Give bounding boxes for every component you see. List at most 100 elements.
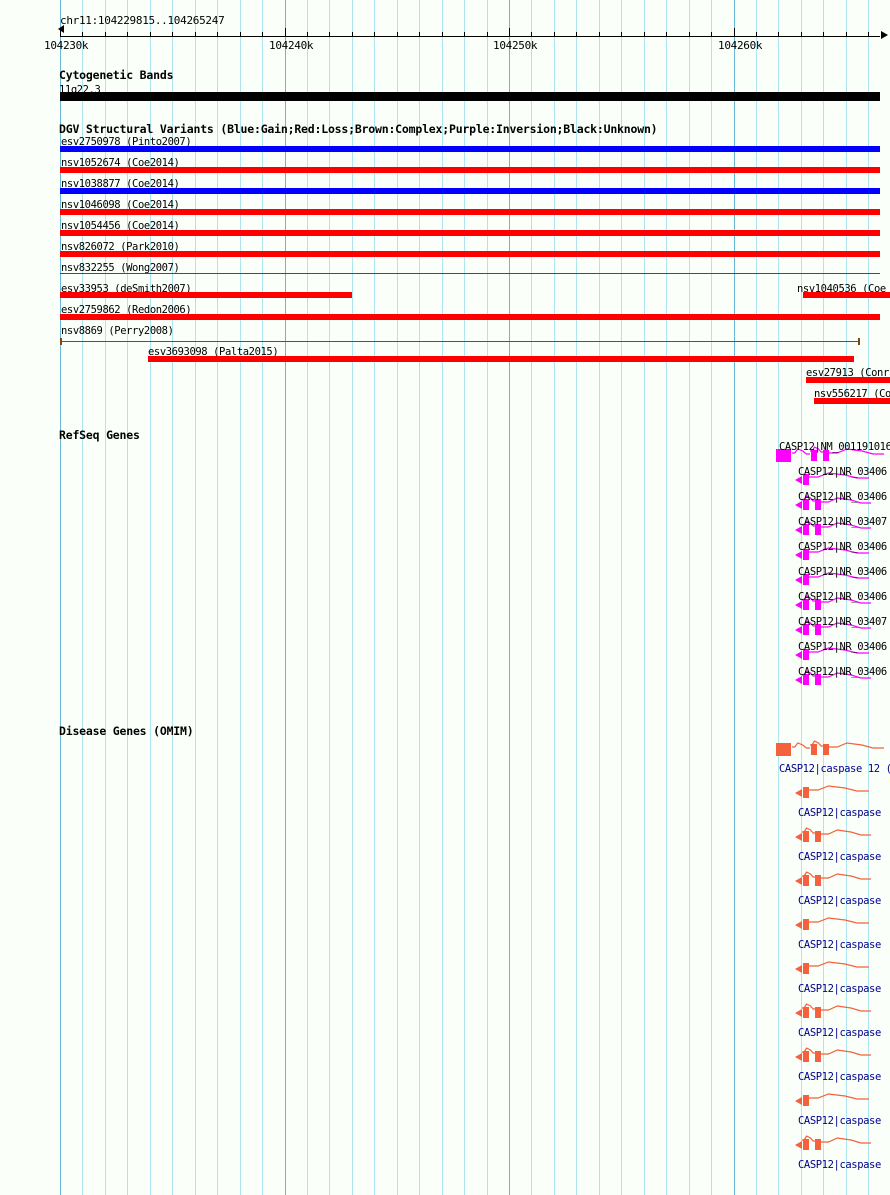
refseq-gene-intron [802, 520, 816, 527]
refseq-gene-strand-arrow-icon [795, 501, 802, 509]
omim-gene-intron [802, 1047, 816, 1054]
gridline-minor [711, 0, 712, 1195]
gridline-minor [801, 0, 802, 1195]
dgv-variant-bar[interactable] [803, 292, 890, 298]
refseq-gene-label: CASP12|NR_03406 [798, 566, 887, 578]
ruler-tick-major [285, 28, 286, 37]
dgv-variant-bar[interactable] [806, 377, 890, 383]
gridline-major [60, 0, 61, 1195]
ruler-tick-minor [576, 32, 577, 37]
dgv-variant-label: esv27913 (Conr [806, 367, 889, 379]
omim-gene-intron [809, 917, 869, 924]
dgv-variant-label: nsv556217 (Co [814, 388, 890, 400]
omim-gene-strand-arrow-icon [795, 921, 802, 929]
ruler-tick-minor [487, 32, 488, 37]
dgv-variant-label: nsv1038877 (Coe2014) [61, 178, 180, 190]
omim-gene-strand-arrow-icon [795, 1141, 802, 1149]
refseq-gene-intron [829, 448, 884, 455]
ruler-tick-minor [778, 32, 779, 37]
dgv-variant-bar[interactable] [148, 356, 854, 362]
ruler-tick-minor [554, 32, 555, 37]
gridline-minor [329, 0, 330, 1195]
dgv-variant-bar[interactable] [60, 230, 880, 236]
omim-gene-exon [803, 1007, 809, 1018]
dgv-variant-bar[interactable] [60, 251, 880, 257]
dgv-variant-bar[interactable] [60, 188, 880, 194]
gridline-minor [172, 0, 173, 1195]
dgv-variant-label: nsv832255 (Wong2007) [61, 262, 180, 274]
dgv-variant-label: nsv1046098 (Coe2014) [61, 199, 180, 211]
omim-gene-label: CASP12|caspase [798, 807, 881, 819]
dgv-variant-bar[interactable] [60, 314, 880, 320]
refseq-gene-intron [810, 446, 824, 453]
refseq-gene-intron [802, 670, 816, 677]
omim-gene-intron [821, 1049, 871, 1056]
gridline-minor [150, 0, 151, 1195]
omim-gene-strand-arrow-icon [795, 877, 802, 885]
dgv-variant-bar[interactable] [814, 398, 890, 404]
refseq-gene-intron [802, 495, 816, 502]
refseq-gene-label: CASP12|NR_03407 [798, 516, 887, 528]
omim-gene-intron [809, 785, 869, 792]
ruler-tick-minor [464, 32, 465, 37]
cytoband-bar[interactable] [60, 92, 880, 101]
dgv-variant-label: esv3693098 (Palta2015) [148, 346, 279, 358]
dgv-variant-label: nsv1052674 (Coe2014) [61, 157, 180, 169]
gridline-minor [195, 0, 196, 1195]
gridline-minor [442, 0, 443, 1195]
dgv-variant-bar[interactable] [60, 273, 880, 274]
arrow-left-icon [58, 25, 64, 33]
ruler-tick-minor [846, 32, 847, 37]
refseq-gene-intron [792, 448, 810, 455]
omim-gene-strand-arrow-icon [795, 1009, 802, 1017]
ruler-tick-minor [262, 32, 263, 37]
refseq-gene-intron [809, 647, 869, 654]
dgv-variant-bar[interactable] [60, 292, 352, 298]
region-coordinate-label: chr11:104229815..104265247 [60, 14, 225, 27]
omim-gene-exon [815, 831, 821, 842]
refseq-gene-strand-arrow-icon [795, 651, 802, 659]
dgv-variant-bar[interactable] [60, 146, 880, 152]
refseq-gene-exon [803, 599, 809, 610]
omim-gene-intron [821, 1137, 871, 1144]
gridline-minor [127, 0, 128, 1195]
ruler-tick-minor [352, 32, 353, 37]
omim-gene-utr-exon [776, 743, 791, 756]
refseq-gene-exon [803, 549, 809, 560]
refseq-gene-strand-arrow-icon [795, 626, 802, 634]
omim-gene-exon [815, 875, 821, 886]
ruler-tick-major [734, 28, 735, 37]
omim-gene-exon [803, 963, 809, 974]
gridline-minor [307, 0, 308, 1195]
dgv-variant-bar[interactable] [60, 209, 880, 215]
dgv-variant-cap-right [858, 338, 860, 345]
refseq-gene-strand-arrow-icon [795, 601, 802, 609]
ruler-tick-minor [621, 32, 622, 37]
section-title-disease-genes-omim: Disease Genes (OMIM) [59, 724, 194, 738]
ruler-tick-minor [374, 32, 375, 37]
omim-gene-exon [815, 1007, 821, 1018]
refseq-gene-exon [811, 450, 817, 461]
refseq-gene-intron [809, 472, 869, 479]
omim-gene-exon [803, 787, 809, 798]
ruler-tick-minor [82, 32, 83, 37]
gridline-minor [374, 0, 375, 1195]
ruler-tick-minor [127, 32, 128, 37]
ruler-tick-minor [195, 32, 196, 37]
omim-gene-intron [821, 829, 871, 836]
omim-gene-exon [823, 744, 829, 755]
gridline-minor [487, 0, 488, 1195]
omim-gene-exon [803, 1095, 809, 1106]
dgv-variant-bar[interactable] [60, 341, 860, 342]
omim-gene-strand-arrow-icon [795, 789, 802, 797]
omim-gene-intron [802, 827, 816, 834]
gridline-minor [554, 0, 555, 1195]
ruler-tick-minor [868, 32, 869, 37]
gridline-minor [352, 0, 353, 1195]
refseq-gene-intron [809, 572, 869, 579]
omim-gene-intron [802, 1003, 816, 1010]
omim-gene-label: CASP12|caspase [798, 983, 881, 995]
dgv-variant-bar[interactable] [60, 167, 880, 173]
omim-gene-exon [815, 1051, 821, 1062]
omim-gene-label: CASP12|caspase [798, 1115, 881, 1127]
